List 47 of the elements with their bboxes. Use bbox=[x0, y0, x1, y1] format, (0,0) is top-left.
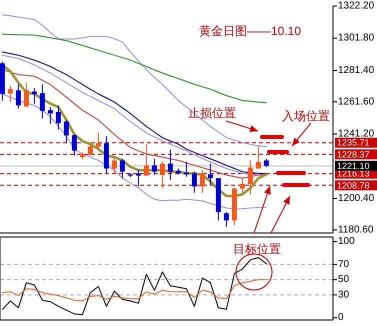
candlestick bbox=[192, 171, 197, 194]
y-tick-label: 0 bbox=[338, 312, 344, 324]
candlestick bbox=[48, 106, 53, 124]
candlestick bbox=[240, 178, 245, 194]
candlestick bbox=[8, 85, 13, 103]
candlestick bbox=[208, 163, 213, 186]
candlestick bbox=[248, 160, 253, 195]
candlestick bbox=[136, 170, 141, 187]
candlestick bbox=[120, 158, 125, 179]
annotation: 止损位置 bbox=[188, 106, 236, 120]
candlestick bbox=[56, 104, 61, 130]
candlestick bbox=[64, 119, 69, 144]
y-tick-label: 50 bbox=[338, 274, 350, 286]
candlestick bbox=[112, 156, 117, 174]
candlestick bbox=[24, 82, 29, 108]
candlestick bbox=[168, 149, 173, 180]
ref-line-label: 1216.13 bbox=[337, 168, 370, 179]
candlestick bbox=[160, 160, 165, 188]
ref-line-label: 1208.78 bbox=[337, 180, 370, 190]
ref-line-label: 1235.71 bbox=[337, 138, 370, 148]
y-tick-label: 1322.20 bbox=[338, 0, 375, 12]
ref-line-label: 1228.37 bbox=[337, 149, 370, 160]
y-tick-label: 1261.60 bbox=[338, 96, 375, 108]
candlestick bbox=[256, 145, 261, 170]
y-tick-label: 100 bbox=[338, 236, 356, 248]
candlestick bbox=[72, 134, 77, 156]
candlestick bbox=[88, 142, 93, 156]
candlestick bbox=[40, 84, 45, 119]
annotation: 目标位置 bbox=[233, 242, 281, 256]
y-tick-label: 30 bbox=[338, 289, 350, 300]
candlestick bbox=[224, 212, 229, 228]
y-tick-label: 1301.80 bbox=[338, 32, 375, 44]
text: 黄金日图——10.10 bbox=[198, 24, 302, 38]
text: 入场位置 bbox=[282, 109, 330, 123]
ref-line-label: 1221.10 bbox=[337, 160, 370, 171]
candlestick bbox=[16, 84, 21, 110]
candlestick bbox=[32, 88, 37, 104]
candlestick bbox=[200, 170, 205, 194]
candlestick bbox=[144, 144, 149, 176]
y-tick-label: 1200.40 bbox=[338, 193, 375, 204]
candlestick bbox=[96, 132, 101, 150]
y-tick-label: 1281.40 bbox=[338, 64, 375, 76]
y-tick-label: 1241.20 bbox=[338, 128, 375, 140]
y-tick-label: 70 bbox=[338, 258, 350, 270]
candlestick bbox=[152, 158, 157, 176]
y-tick-label: 1180.60 bbox=[338, 224, 374, 236]
candlestick bbox=[184, 162, 189, 178]
